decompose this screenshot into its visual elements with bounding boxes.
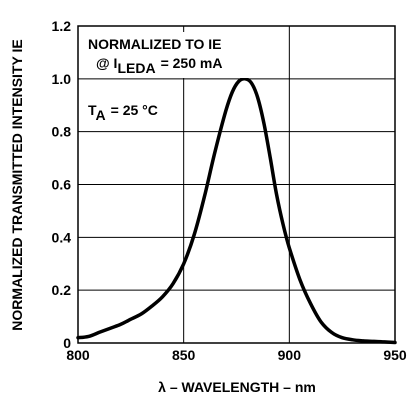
annotation-normalized: NORMALIZED TO IE	[88, 36, 222, 52]
x-axis-label: λ – WAVELENGTH – nm	[158, 379, 316, 395]
annotation-temp-value: = 25 °C	[111, 102, 158, 118]
y-axis-ticks: 0 0.2 0.4 0.6 0.8 1.0 1.2	[52, 18, 72, 351]
temp-annotation-background	[82, 97, 182, 127]
y-axis-label: NORMALIZED TRANSMITTED INTENSITY IE	[9, 39, 25, 330]
x-tick-label: 800	[66, 347, 90, 363]
annotation-temperature: TA = 25 °C	[88, 102, 158, 123]
annotation-current: @ ILEDA = 250 mA	[96, 55, 222, 76]
annotation-temp-sub: A	[96, 107, 106, 123]
x-tick-label: 900	[278, 347, 302, 363]
y-tick-label: 0.4	[52, 229, 72, 245]
x-tick-label: 950	[383, 347, 407, 363]
y-tick-label: 0.8	[52, 124, 72, 140]
annotation-current-sub: LEDA	[117, 60, 155, 76]
annotation-background	[82, 32, 257, 78]
y-tick-label: 1.2	[52, 18, 72, 34]
y-tick-label: 1.0	[52, 71, 72, 87]
annotation-temp-prefix: T	[88, 102, 97, 118]
x-axis-ticks: 800 850 900 950	[66, 347, 407, 363]
annotation-current-prefix: @ I	[96, 55, 117, 71]
y-tick-label: 0	[63, 335, 71, 351]
y-tick-label: 0.2	[52, 282, 72, 298]
y-tick-label: 0.6	[52, 177, 72, 193]
grid	[78, 26, 395, 343]
plot-frame	[77, 25, 396, 344]
x-tick-label: 850	[172, 347, 196, 363]
annotation-current-value: = 250 mA	[161, 55, 223, 71]
series-line	[76, 77, 397, 345]
